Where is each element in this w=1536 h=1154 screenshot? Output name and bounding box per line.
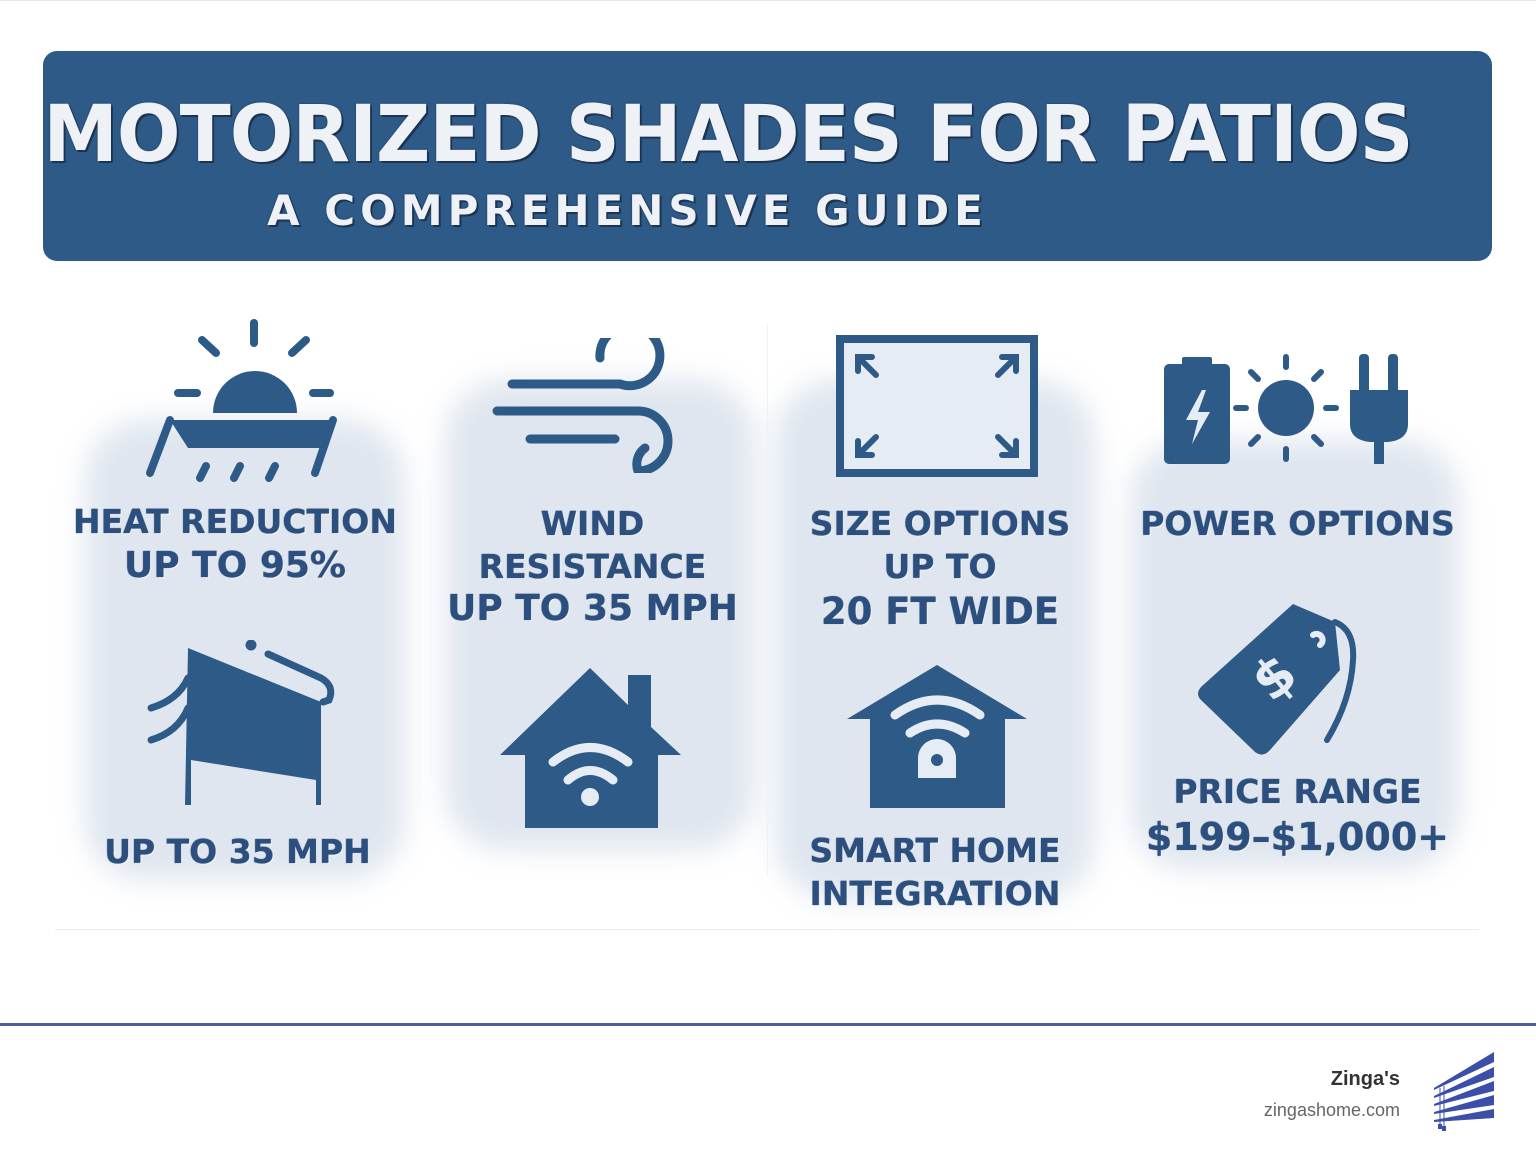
top-border: [0, 0, 1536, 1]
window-blinds-icon: [1432, 1050, 1498, 1136]
feature-label: SIZE OPTIONS: [809, 504, 1071, 543]
feature-label: RESISTANCE: [478, 547, 707, 586]
feature-label: WIND: [540, 504, 645, 543]
feature-label: PRICE RANGE: [1173, 772, 1422, 811]
feature-label: UP TO: [883, 547, 997, 586]
smart-house-remote-icon: [845, 663, 1030, 809]
brand-url[interactable]: zingashome.com: [1263, 1100, 1400, 1120]
footer-rule: [0, 1023, 1536, 1026]
feature-heat-reduction: HEAT REDUCTION UP TO 95%: [60, 505, 410, 584]
column-divider: [767, 325, 768, 875]
feature-wind-resistance: WIND RESISTANCE UP TO 35 MPH: [420, 507, 765, 627]
page-subtitle: A COMPREHENSIVE GUIDE: [267, 186, 988, 235]
feature-value: UP TO 35 MPH: [447, 588, 738, 629]
feature-label: SMART HOME: [809, 831, 1061, 870]
price-tag-icon: $: [1195, 600, 1375, 760]
brand-name: Zinga's: [1330, 1068, 1400, 1090]
header-banner: MOTORIZED SHADES FOR PATIOS A COMPREHENS…: [43, 51, 1492, 261]
content-divider: [55, 929, 1479, 930]
page-title: MOTORIZED SHADES FOR PATIOS: [43, 90, 1413, 180]
feature-smart-home: SMART HOME INTEGRATION: [765, 834, 1105, 910]
feature-label: POWER OPTIONS: [1140, 504, 1455, 543]
wind-blown-shade-icon: [143, 640, 338, 812]
feature-power-options: POWER OPTIONS: [1125, 507, 1470, 540]
panel-col-1: [85, 420, 405, 880]
feature-label: INTEGRATION: [809, 874, 1061, 913]
sun-over-awning-icon: [140, 318, 340, 490]
feature-price-range: PRICE RANGE $199–$1,000+: [1125, 775, 1470, 856]
feature-size-options: SIZE OPTIONS UP TO 20 FT WIDE: [770, 507, 1110, 630]
feature-value: UP TO 95%: [123, 545, 346, 586]
feature-value: UP TO 35 MPH: [104, 832, 371, 871]
feature-value: $199–$1,000+: [1145, 815, 1450, 859]
feature-value: 20 FT WIDE: [820, 590, 1060, 633]
wind-icon: [490, 338, 690, 473]
battery-solar-plug-icon: [1162, 352, 1422, 467]
feature-label: HEAT REDUCTION: [73, 502, 397, 541]
smart-house-wifi-icon: [498, 665, 683, 830]
feature-wind-blown: UP TO 35 MPH: [65, 835, 410, 868]
expand-frame-icon: [836, 335, 1038, 477]
